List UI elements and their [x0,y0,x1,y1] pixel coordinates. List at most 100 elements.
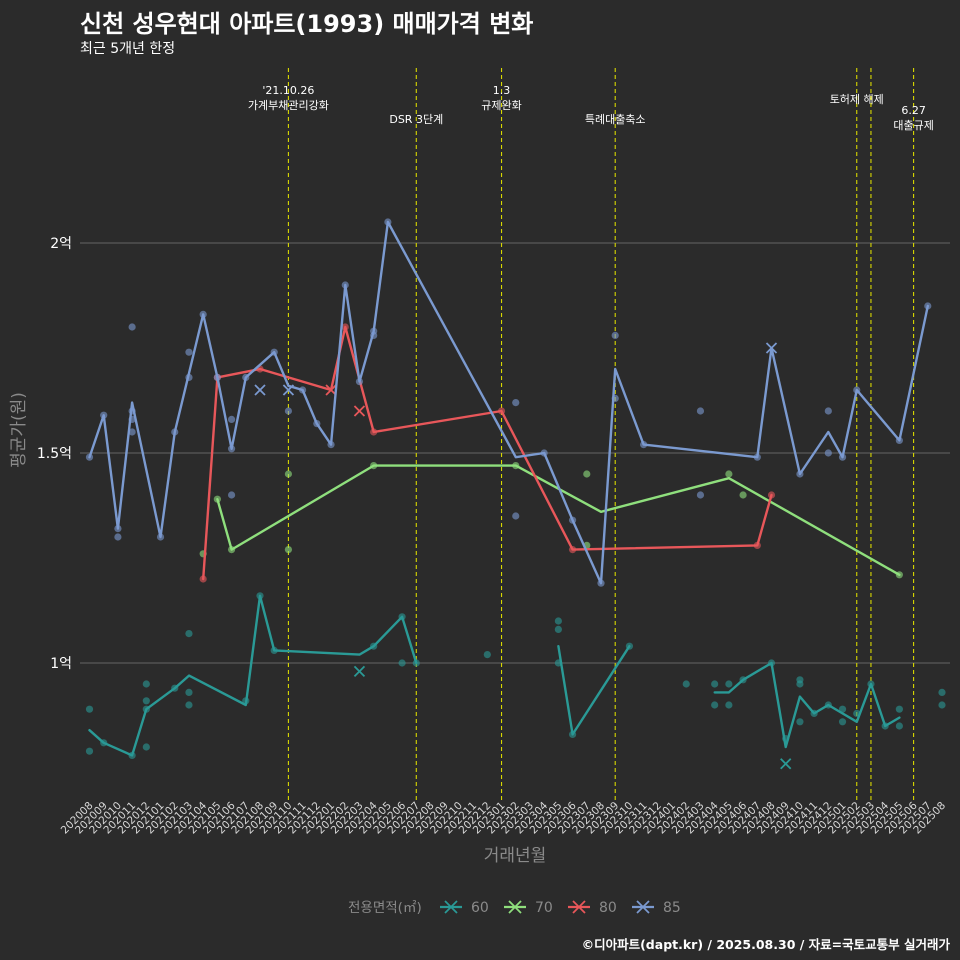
data-point [370,428,378,436]
y-tick-label: 1.5억 [37,446,72,462]
data-point [895,705,903,713]
legend-item-60: 60 [440,900,489,916]
data-point [412,659,420,667]
data-point [540,449,548,457]
data-point [284,407,293,415]
data-point [199,575,207,583]
data-point [767,491,776,499]
data-point [796,680,804,688]
data-point [128,415,136,423]
data-point [711,680,719,688]
data-point [185,348,193,356]
data-point [696,407,705,415]
data-point [242,697,250,705]
legend-title: 전용면적(㎡) [348,900,422,916]
data-point [185,373,193,381]
data-point [270,348,278,356]
data-point [142,743,150,751]
y-axis-title: 평균가(원) [9,392,29,468]
data-point [171,684,179,692]
data-point [128,323,136,331]
data-point [810,709,818,718]
data-point [284,470,293,478]
data-point [156,533,165,541]
data-point [199,310,207,318]
data-point [611,394,619,402]
data-point [142,697,150,705]
legend-label: 85 [663,900,681,916]
data-point [398,613,406,621]
data-point [171,428,179,436]
data-point [682,680,690,688]
series-line [557,645,631,736]
cancelled-trade-marker [254,384,266,396]
series-70 [199,462,903,579]
data-point [512,512,520,520]
data-point [370,331,378,339]
legend-label: 80 [599,900,617,916]
data-point [711,701,719,709]
x-axis-title: 거래년월 [484,846,547,866]
data-point [753,453,761,461]
data-point [696,491,705,499]
data-point [739,676,747,684]
legend-item-80: 80 [568,900,617,916]
data-point [370,462,378,470]
data-point [512,399,520,407]
data-point [640,441,648,449]
data-point [483,651,491,659]
data-point [142,680,150,688]
cancelled-trade-marker [325,384,337,396]
event-label: 특례대출축소 [585,113,646,126]
data-point [185,688,193,697]
legend: 전용면적(㎡) 60 70 80 85 [348,900,681,916]
data-point [824,701,832,709]
data-point [384,218,392,226]
event-label: DSR 3단계 [389,113,443,126]
data-point [568,516,577,524]
event-label: 토허제 해제 [830,92,884,106]
data-point [597,579,605,587]
data-point [227,546,236,554]
event-label: '21.10.26 가계부채관리강화 [248,84,329,112]
data-point [128,751,136,760]
cancelled-trade-marker [353,405,366,417]
data-point [824,407,832,415]
data-point [270,646,278,655]
data-point [114,525,122,533]
legend-item-70: 70 [504,900,553,916]
data-point [924,302,932,310]
data-point [824,449,832,457]
data-point [185,630,193,638]
data-point [625,642,634,650]
data-point [938,701,946,709]
data-point [753,541,761,550]
data-point [185,701,193,709]
source-caption: ©디아파트(dapt.kr) / 2025.08.30 / 자료=국토교통부 실… [581,937,950,952]
y-tick-label: 1억 [50,656,72,672]
legend-item-85: 85 [632,900,681,916]
event-label: 6.27 대출규제 [893,104,933,132]
data-point [895,436,903,444]
legend-label: 70 [535,900,553,916]
cancelled-trade-marker [780,758,792,770]
data-point [853,386,861,394]
data-point [256,592,264,600]
data-point [227,445,236,453]
data-point [554,617,562,625]
data-point [85,705,94,713]
data-point [341,281,349,289]
series-line [713,661,901,749]
data-point [242,373,250,381]
series-line [88,594,418,757]
chart-subtitle: 최근 5개년 한정 [80,41,176,57]
data-point [497,407,506,415]
data-point [512,462,520,470]
data-point [284,546,293,554]
cancelled-trade-marker [282,384,295,396]
series-60 [85,592,946,770]
data-point [327,441,335,449]
data-point [782,735,790,743]
data-point [554,659,562,667]
